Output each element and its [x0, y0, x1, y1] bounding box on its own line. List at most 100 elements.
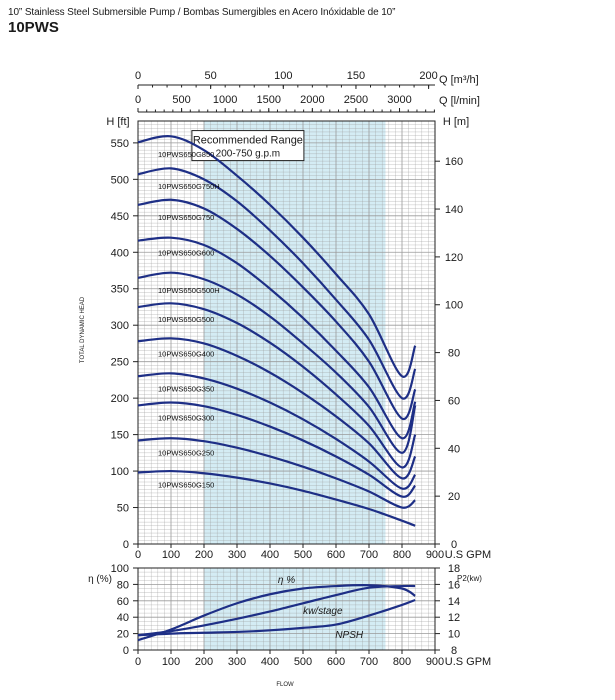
- top-lmin-tick-label: 500: [172, 94, 190, 106]
- lower-y-right-tick-label: 10: [448, 629, 460, 641]
- curve-label-10pws650g300: 10PWS650G300: [158, 413, 214, 422]
- y-left-tick-label: 200: [111, 393, 129, 405]
- y-right-axis-title: H [m]: [443, 116, 469, 128]
- label-efficiency: η %: [278, 575, 295, 586]
- curve-10pws650g150: [137, 469, 416, 527]
- y-left-tick-label: 150: [111, 430, 129, 442]
- lower-x-tick-label: 400: [261, 656, 279, 668]
- y-left-tick-label: 100: [111, 466, 129, 478]
- y-left-tick-label: 50: [117, 503, 129, 515]
- main-plot-frame: [137, 120, 436, 545]
- curve-label-10pws650g750: 10PWS650G750: [158, 213, 214, 222]
- y-right-tick-label: 100: [445, 300, 463, 312]
- top-lmin-tick-label: 0: [135, 94, 141, 106]
- curve-label-10pws650g850: 10PWS650G850: [158, 150, 214, 159]
- curve-10pws650g600: [137, 236, 417, 440]
- lower-y-left-tick-label: 0: [123, 645, 129, 657]
- top-lmin-axis-title: Q [l/min]: [439, 95, 480, 107]
- lower-x-tick-label: 500: [294, 656, 312, 668]
- lower-y-right-tick-label: 16: [448, 579, 460, 591]
- x-tick-label: 700: [360, 549, 378, 561]
- model-title: 10PWS: [8, 19, 59, 36]
- x-tick-label: 500: [294, 549, 312, 561]
- curve-kw-stage: [137, 584, 416, 637]
- y-side-title: TOTAL DYNAMIC HEAD: [80, 296, 86, 363]
- lower-y-right-tick-label: 8: [451, 645, 457, 657]
- curve-label-10pws650g400: 10PWS650G400: [158, 349, 214, 358]
- curve-10pws650g250: [137, 437, 416, 509]
- curve-label-10pws650g500: 10PWS650G500: [158, 315, 214, 324]
- label-kw-stage: kw/stage: [303, 606, 343, 617]
- x-tick-label: 0: [135, 549, 141, 561]
- lower-y-left-tick-label: 40: [117, 612, 129, 624]
- curve-10pws650g500: [137, 302, 417, 469]
- y-left-tick-label: 300: [111, 320, 129, 332]
- lower-x-tick-label: 600: [327, 656, 345, 668]
- y-left-tick-label: 500: [111, 174, 129, 186]
- lower-y-right-axis-title: P2(kw): [457, 574, 482, 583]
- top-lmin-tick-label: 1000: [213, 94, 237, 106]
- y-left-tick-label: 400: [111, 247, 129, 259]
- x-tick-label: 200: [195, 549, 213, 561]
- top-m3h-tick-label: 100: [274, 70, 292, 82]
- x-tick-label: 900: [426, 549, 444, 561]
- curve-10pws650g750: [137, 198, 417, 420]
- x-tick-label: 800: [393, 549, 411, 561]
- lower-x-tick-label: 0: [135, 656, 141, 668]
- y-right-tick-label: 80: [448, 348, 460, 360]
- y-left-tick-label: 550: [111, 138, 129, 150]
- curve-10pws650g300: [137, 401, 417, 498]
- top-m3h-axis-title: Q [m³/h]: [439, 74, 479, 86]
- curve-label-10pws650g600: 10PWS650G600: [158, 249, 214, 258]
- y-right-tick-label: 60: [448, 395, 460, 407]
- lower-x-tick-label: 200: [195, 656, 213, 668]
- x-tick-label: 300: [228, 549, 246, 561]
- curve-10pws650g400: [137, 337, 417, 480]
- x-tick-label: 600: [327, 549, 345, 561]
- y-right-tick-label: 40: [448, 443, 460, 455]
- y-left-tick-label: 250: [111, 357, 129, 369]
- lower-y-right-tick-label: 12: [448, 612, 460, 624]
- curve-label-10pws650g350: 10PWS650G350: [158, 384, 214, 393]
- lower-y-right-tick-label: 14: [448, 596, 460, 608]
- top-m3h-tick-label: 50: [205, 70, 217, 82]
- x-axis-title: U.S GPM: [445, 549, 491, 561]
- lower-y-left-tick-label: 80: [117, 579, 129, 591]
- y-right-tick-label: 120: [445, 252, 463, 264]
- top-lmin-tick-label: 2000: [300, 94, 324, 106]
- lower-x-tick-label: 300: [228, 656, 246, 668]
- lower-x-tick-label: 700: [360, 656, 378, 668]
- lower-x-tick-label: 100: [162, 656, 180, 668]
- y-right-tick-label: 20: [448, 491, 460, 503]
- top-lmin-tick-label: 3000: [387, 94, 411, 106]
- top-lmin-tick-label: 1500: [257, 94, 281, 106]
- lower-flow-title: FLOW: [276, 682, 294, 688]
- curve-10pws650g350: [137, 372, 417, 490]
- curve-npsh: [137, 598, 416, 637]
- y-left-tick-label: 450: [111, 211, 129, 223]
- lower-y-left-tick-label: 100: [111, 563, 129, 575]
- top-m3h-tick-label: 150: [347, 70, 365, 82]
- lower-plot-frame: [137, 567, 436, 651]
- lower-y-right-tick-label: 18: [448, 563, 460, 575]
- lower-y-left-tick-label: 60: [117, 596, 129, 608]
- curve-label-10pws650g500h: 10PWS650G500H: [158, 286, 220, 295]
- y-left-tick-label: 350: [111, 284, 129, 296]
- curve-label-10pws650g250: 10PWS650G250: [158, 448, 214, 457]
- label-npsh: NPSH: [335, 630, 364, 641]
- lower-y-left-axis-title: η (%): [88, 574, 112, 585]
- y-right-tick-label: 160: [445, 156, 463, 168]
- lower-x-tick-label: 800: [393, 656, 411, 668]
- lower-x-axis-title: U.S GPM: [445, 656, 491, 668]
- lower-x-tick-label: 900: [426, 656, 444, 668]
- recommended-range-title: Recommended Range: [193, 135, 303, 147]
- curve-label-10pws650g750h: 10PWS650G750H: [158, 182, 220, 191]
- top-m3h-tick-label: 200: [419, 70, 437, 82]
- top-m3h-tick-label: 0: [135, 70, 141, 82]
- y-left-axis-title: H [ft]: [106, 116, 129, 128]
- recommended-range-values: 200-750 g.p.m: [216, 149, 281, 160]
- y-right-tick-label: 0: [451, 539, 457, 551]
- curve-10pws650g850: [137, 135, 417, 378]
- top-lmin-tick-label: 2500: [344, 94, 368, 106]
